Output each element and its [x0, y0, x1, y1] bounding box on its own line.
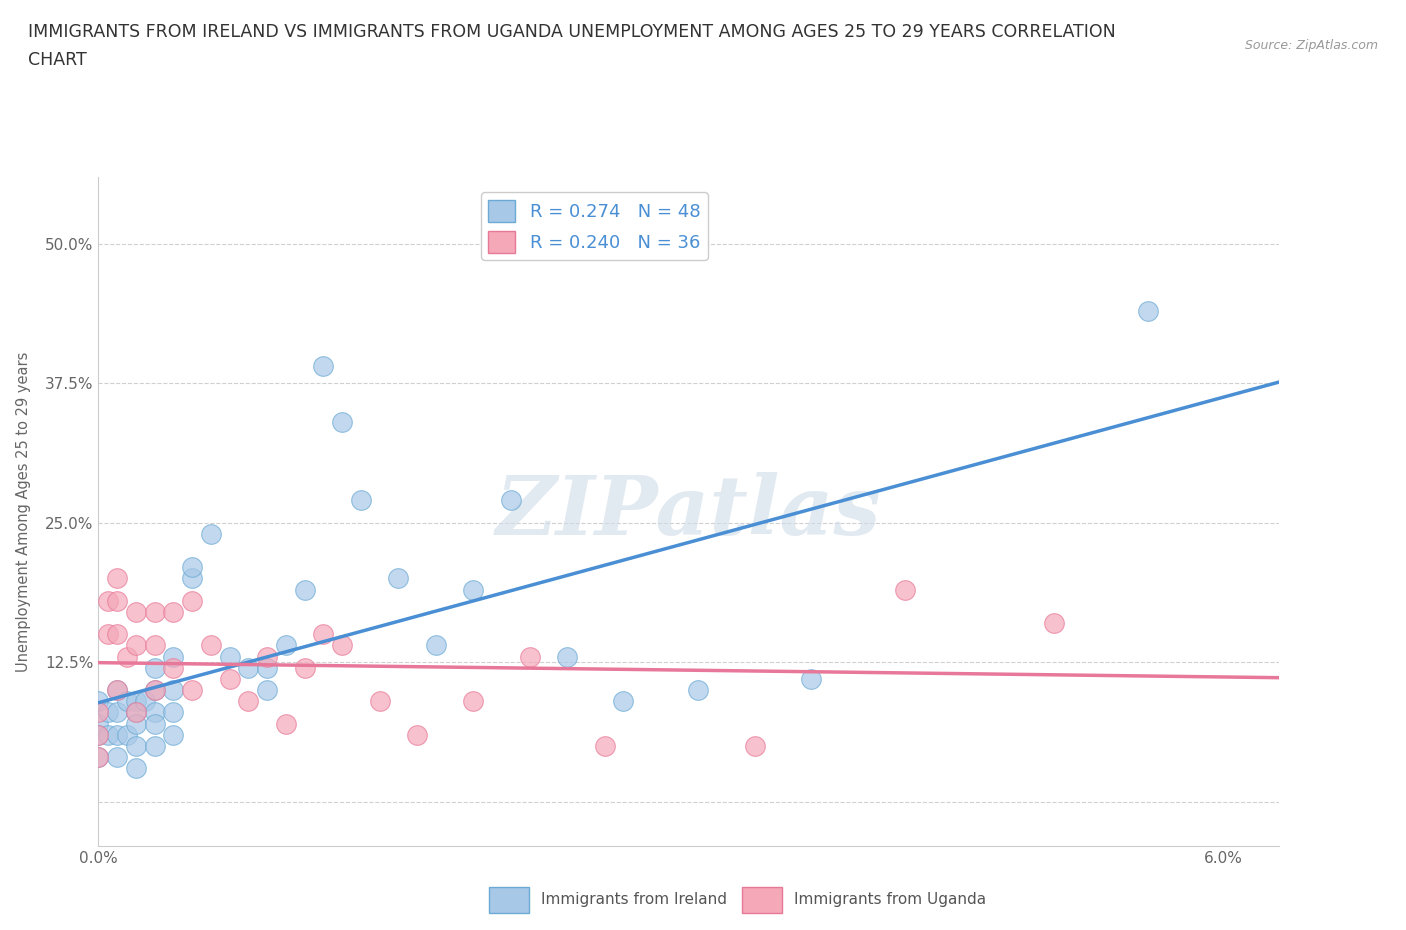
Point: [218, 671, 240, 686]
Point: [274, 716, 297, 731]
Point: [330, 415, 353, 430]
Point: [256, 683, 278, 698]
Point: [200, 526, 222, 541]
Point: [115, 727, 138, 742]
Point: [143, 638, 166, 653]
Text: CHART: CHART: [28, 51, 87, 69]
Point: [256, 649, 278, 664]
Point: [612, 694, 634, 709]
Point: [256, 660, 278, 675]
Point: [87, 694, 110, 709]
Point: [125, 638, 148, 653]
Text: Source: ZipAtlas.com: Source: ZipAtlas.com: [1244, 39, 1378, 52]
Point: [162, 649, 184, 664]
Point: [238, 694, 260, 709]
Point: [387, 571, 409, 586]
Point: [330, 638, 353, 653]
Point: [143, 716, 166, 731]
Point: [294, 582, 316, 597]
Point: [97, 727, 120, 742]
Point: [87, 750, 110, 764]
Point: [143, 683, 166, 698]
Point: [312, 627, 335, 642]
Point: [1043, 616, 1066, 631]
Point: [350, 493, 373, 508]
Point: [688, 683, 710, 698]
Point: [143, 705, 166, 720]
Point: [519, 649, 541, 664]
Point: [162, 683, 184, 698]
Point: [87, 727, 110, 742]
Point: [274, 638, 297, 653]
Point: [181, 683, 204, 698]
Point: [800, 671, 823, 686]
Point: [97, 593, 120, 608]
Point: [87, 705, 110, 720]
Y-axis label: Unemployment Among Ages 25 to 29 years: Unemployment Among Ages 25 to 29 years: [17, 352, 31, 671]
Point: [200, 638, 222, 653]
Point: [162, 705, 184, 720]
Point: [105, 750, 128, 764]
Point: [744, 738, 766, 753]
Point: [97, 627, 120, 642]
Point: [1137, 303, 1160, 318]
Point: [125, 604, 148, 619]
Point: [143, 604, 166, 619]
Point: [425, 638, 447, 653]
Text: Immigrants from Ireland: Immigrants from Ireland: [541, 892, 727, 907]
Point: [162, 727, 184, 742]
Point: [312, 359, 335, 374]
Point: [555, 649, 578, 664]
Point: [87, 716, 110, 731]
Point: [463, 582, 485, 597]
Point: [115, 649, 138, 664]
Point: [87, 727, 110, 742]
Point: [181, 560, 204, 575]
Point: [125, 705, 148, 720]
Point: [105, 593, 128, 608]
Point: [125, 761, 148, 776]
Point: [162, 660, 184, 675]
Point: [181, 593, 204, 608]
Point: [893, 582, 915, 597]
Point: [143, 660, 166, 675]
Point: [463, 694, 485, 709]
Point: [105, 627, 128, 642]
Point: [105, 683, 128, 698]
Point: [406, 727, 429, 742]
Point: [125, 705, 148, 720]
Text: IMMIGRANTS FROM IRELAND VS IMMIGRANTS FROM UGANDA UNEMPLOYMENT AMONG AGES 25 TO : IMMIGRANTS FROM IRELAND VS IMMIGRANTS FR…: [28, 23, 1116, 41]
Point: [593, 738, 616, 753]
Point: [143, 738, 166, 753]
Text: Immigrants from Uganda: Immigrants from Uganda: [794, 892, 987, 907]
Text: ZIPatlas: ZIPatlas: [496, 472, 882, 551]
Point: [105, 705, 128, 720]
Point: [162, 604, 184, 619]
Point: [181, 571, 204, 586]
Point: [218, 649, 240, 664]
Point: [105, 571, 128, 586]
Point: [125, 694, 148, 709]
Point: [238, 660, 260, 675]
Point: [125, 738, 148, 753]
Point: [134, 694, 156, 709]
Point: [87, 750, 110, 764]
Point: [368, 694, 391, 709]
Point: [143, 683, 166, 698]
Point: [294, 660, 316, 675]
Point: [105, 683, 128, 698]
Point: [105, 727, 128, 742]
Legend: R = 0.274   N = 48, R = 0.240   N = 36: R = 0.274 N = 48, R = 0.240 N = 36: [481, 193, 707, 260]
Point: [115, 694, 138, 709]
Point: [125, 716, 148, 731]
Point: [499, 493, 522, 508]
Point: [97, 705, 120, 720]
